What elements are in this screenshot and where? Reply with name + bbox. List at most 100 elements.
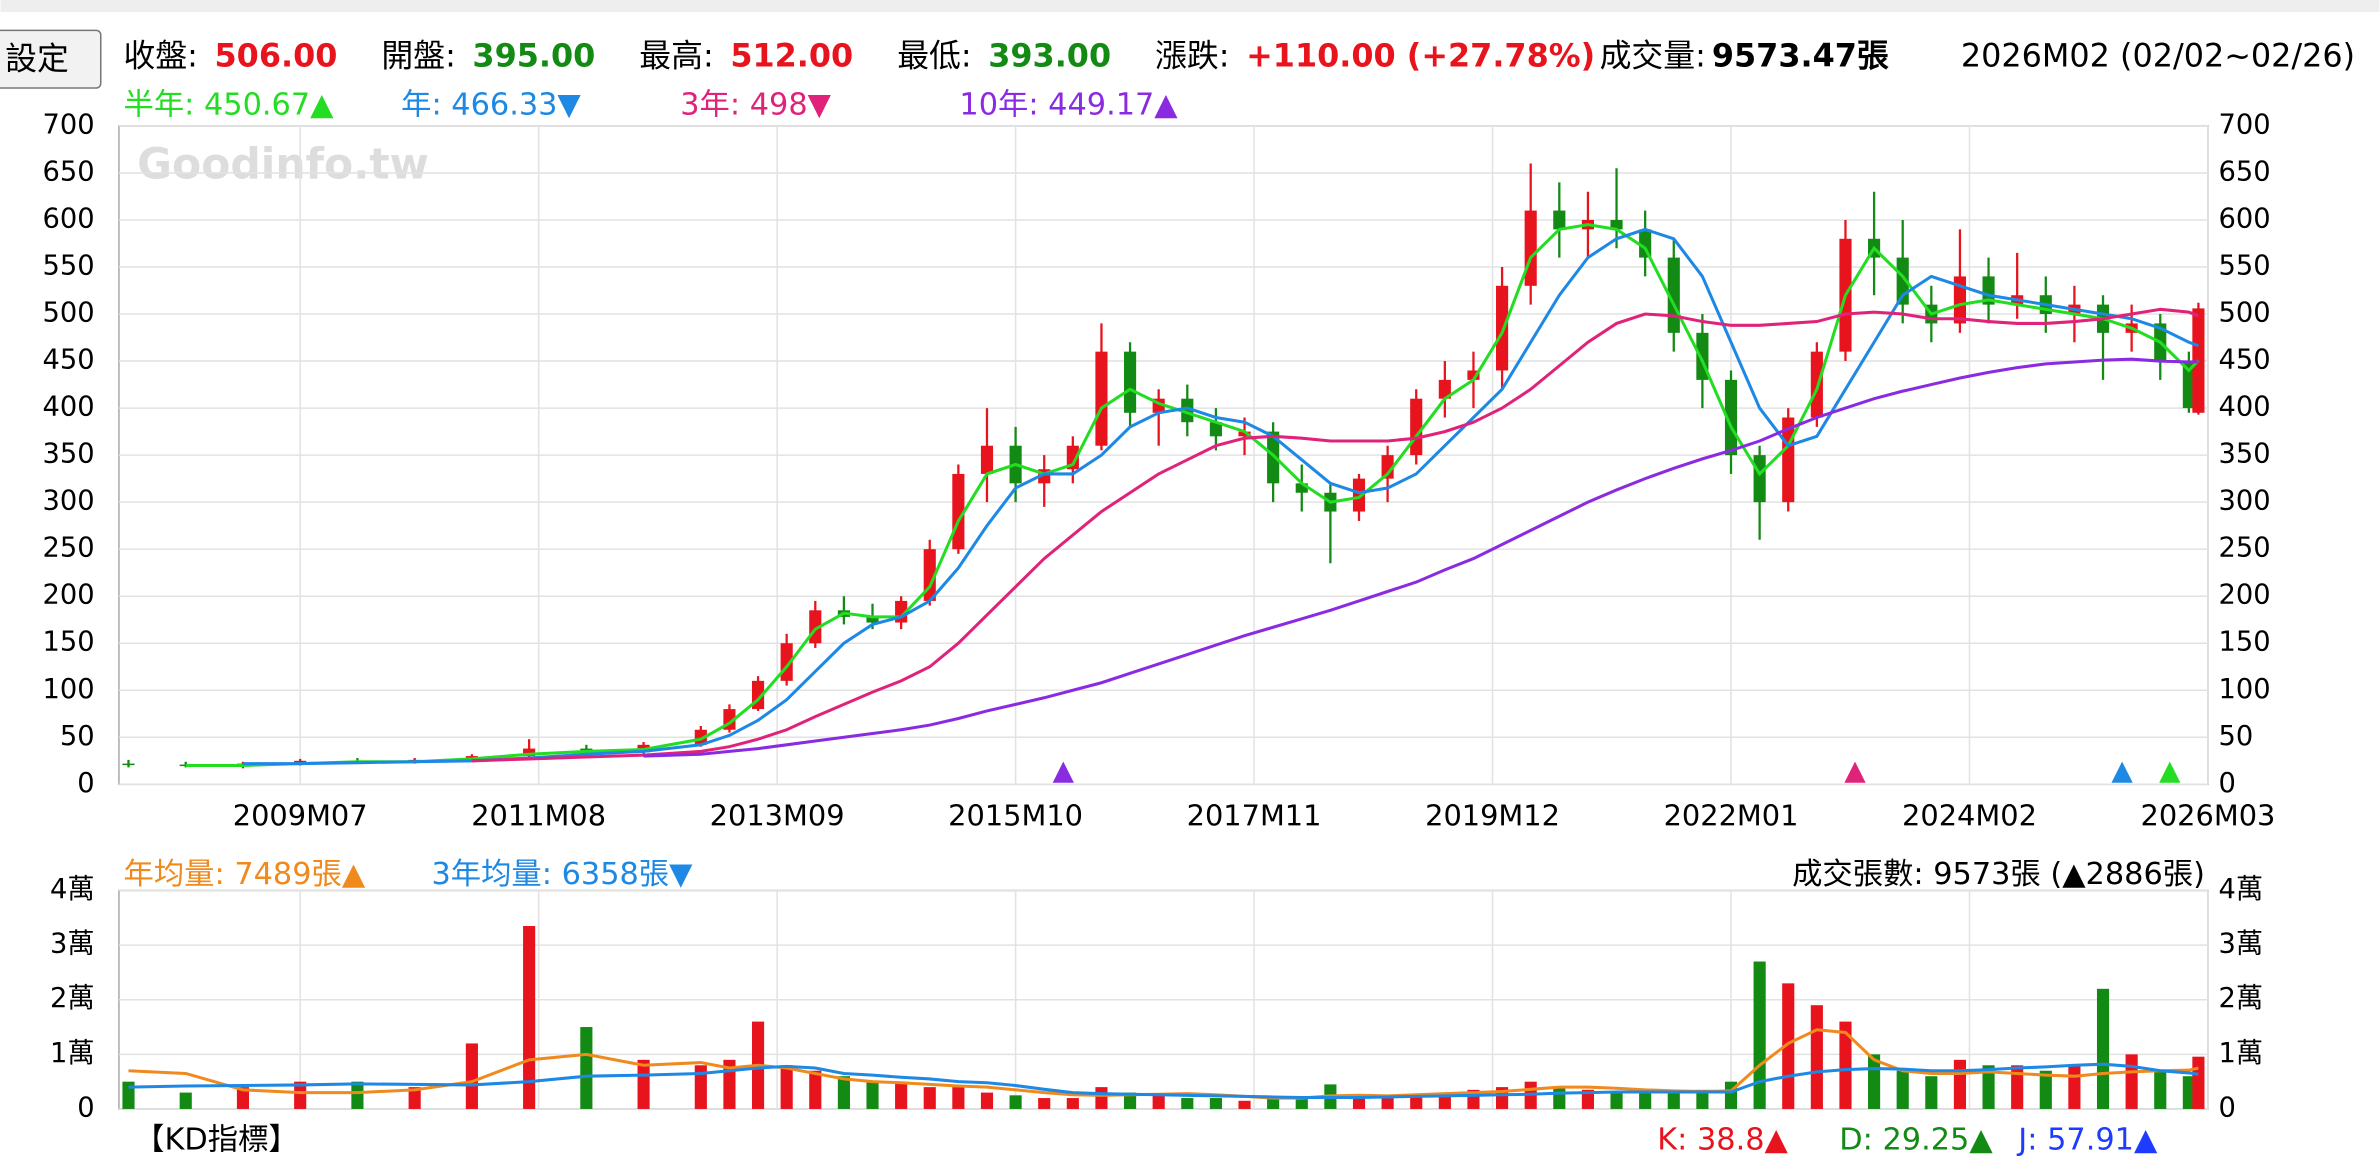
y-tick-label: 500 [43, 298, 95, 329]
candle-body [1209, 422, 1222, 437]
y-tick-label: 600 [43, 203, 95, 234]
volume-bar [1667, 1092, 1680, 1109]
volume-bar [1581, 1089, 1594, 1109]
volume-bar [637, 1059, 650, 1109]
volume-bar [694, 1065, 707, 1109]
x-tick-label: 2011M08 [471, 799, 606, 833]
volume-bar [2039, 1070, 2052, 1109]
volume-bar [1610, 1092, 1623, 1109]
y-tick-label: 400 [43, 392, 95, 423]
candle-body [2182, 361, 2195, 409]
legend-entry: 3年均量: 6358張▼ [431, 857, 693, 892]
volume-bar [465, 1043, 478, 1109]
candle-body [1553, 210, 1566, 230]
y2-tick-label: 0 [2219, 768, 2236, 799]
watermark: Goodinfo.tw [137, 140, 429, 189]
y2-tick-label: 700 [2219, 109, 2271, 140]
top-bar [0, 0, 2380, 13]
candle-body [1724, 379, 1738, 456]
candle-body [1438, 379, 1451, 399]
candle-body [1667, 257, 1680, 333]
volume-bar [1123, 1092, 1137, 1109]
candle-body [1352, 478, 1366, 512]
y-tick-label: 1萬 [50, 1038, 95, 1069]
volume-bar [1267, 1098, 1280, 1109]
x-tick-label: 2017M11 [1187, 799, 1322, 833]
x-tick-label: 2022M01 [1664, 799, 1799, 833]
volume-bar [1639, 1092, 1652, 1109]
candle-body [1295, 483, 1308, 493]
ma-line [643, 357, 2199, 758]
volume-bar [1152, 1095, 1165, 1109]
header-value: +110.00 (+27.78%) [1246, 37, 1595, 75]
volume-bar [866, 1081, 879, 1109]
candle-body [1381, 455, 1394, 479]
y2-tick-label: 300 [2219, 486, 2271, 517]
candle-body [523, 748, 536, 757]
y-tick-label: 150 [43, 627, 95, 658]
legend-entry: 3年: 498▼ [680, 88, 831, 123]
y-tick-label: 700 [43, 109, 95, 140]
period: 2026M02 (02/02~02/26) [1961, 37, 2355, 75]
candle-body [1410, 398, 1423, 456]
candle-body [1610, 219, 1623, 230]
y-tick-label: 4萬 [50, 874, 95, 905]
candle-body [1982, 276, 1995, 305]
volume-bar [1295, 1098, 1308, 1109]
volume-bar [1982, 1065, 1995, 1109]
y2-tick-label: 1萬 [2219, 1038, 2264, 1069]
candle-body [1123, 351, 1137, 413]
legend-entry: 年: 466.33▼ [401, 88, 581, 123]
volume-bar [1381, 1098, 1394, 1109]
signal-marker [2111, 761, 2133, 783]
volume-bar [1066, 1098, 1079, 1109]
y2-tick-label: 600 [2219, 203, 2271, 234]
kd-value: D: 29.25▲ [1839, 1122, 1993, 1156]
volume-bar [2011, 1065, 2024, 1109]
volume-bar [1925, 1076, 1938, 1109]
volume-bar [1896, 1070, 1909, 1109]
candle-body [980, 445, 994, 474]
y2-tick-label: 4萬 [2219, 874, 2264, 905]
volume-bar [294, 1081, 307, 1109]
y2-tick-label: 3萬 [2219, 929, 2264, 960]
header-label: 開盤: [381, 37, 455, 75]
y-tick-label: 450 [43, 345, 95, 376]
x-tick-label: 2024M02 [1902, 799, 2037, 833]
y-tick-label: 3萬 [50, 929, 95, 960]
volume-bar [1839, 1021, 1852, 1109]
volume-bar [1038, 1098, 1051, 1109]
candle-body [866, 616, 879, 623]
y2-tick-label: 250 [2219, 533, 2271, 564]
x-tick-label: 2026M03 [2141, 799, 2276, 833]
y2-tick-label: 50 [2219, 721, 2254, 752]
ma-line [128, 1028, 2199, 1100]
y-tick-label: 100 [43, 674, 95, 705]
y2-tick-label: 350 [2219, 439, 2271, 470]
settings-label[interactable]: 設定 [5, 40, 69, 78]
volume-bar [1209, 1098, 1222, 1109]
volume-bar [1753, 961, 1766, 1109]
y-tick-label: 0 [77, 1092, 94, 1123]
legend-entry: 年均量: 7489張▲ [124, 857, 366, 892]
ma-line [185, 223, 2200, 768]
y2-tick-label: 150 [2219, 627, 2271, 658]
y2-tick-label: 500 [2219, 298, 2271, 329]
header-value: 9573.47張 [1712, 37, 1889, 75]
candle-body [1524, 210, 1537, 286]
ma-line [471, 307, 2199, 763]
volume-bar [523, 926, 536, 1109]
settings-button[interactable] [0, 29, 102, 89]
candle-body [1181, 398, 1194, 423]
volume-bar [895, 1081, 908, 1109]
y2-tick-label: 450 [2219, 345, 2271, 376]
y-tick-label: 200 [43, 580, 95, 611]
volume-bar [1410, 1095, 1423, 1109]
volume-bar [351, 1081, 364, 1109]
y-tick-label: 0 [77, 768, 94, 799]
y-tick-label: 250 [43, 533, 95, 564]
volume-bar [1553, 1087, 1566, 1109]
header-label: 收盤: [124, 37, 198, 75]
volume-bar [809, 1070, 822, 1109]
